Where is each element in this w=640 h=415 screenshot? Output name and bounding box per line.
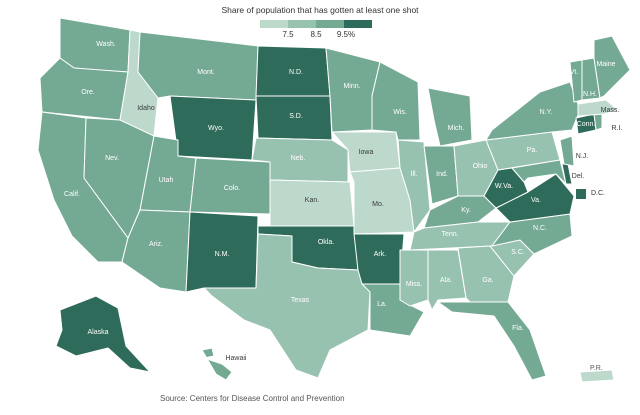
state-ark <box>353 233 405 285</box>
label-la: La. <box>377 301 387 308</box>
label-ri: R.I. <box>612 125 623 132</box>
label-mich: Mich. <box>448 125 465 132</box>
label-miss: Miss. <box>406 281 422 288</box>
label-alaska: Alaska <box>87 329 108 336</box>
source-note: Source: Centers for Disease Control and … <box>160 394 345 403</box>
label-ill: Ill. <box>411 171 418 178</box>
label-nh: N.H. <box>583 91 597 98</box>
label-sd: S.D. <box>289 113 303 120</box>
label-wva: W.Va. <box>495 183 513 190</box>
label-hawaii: Hawaii <box>225 355 246 362</box>
label-ala: Ala. <box>440 277 452 284</box>
label-nc: N.C. <box>533 225 547 232</box>
label-idaho: Idaho <box>137 105 155 112</box>
label-pa: Pa. <box>527 147 538 154</box>
label-fla: Fla. <box>512 325 524 332</box>
state-fla <box>437 301 547 381</box>
label-iowa: Iowa <box>359 149 374 156</box>
label-minn: Minn. <box>343 83 360 90</box>
label-nd: N.D. <box>289 69 303 76</box>
legend-tick-3: 9.5% <box>336 30 356 39</box>
pr-label: P.R. <box>590 365 603 372</box>
legend-swatch-3 <box>316 20 344 28</box>
dc-label: D.C. <box>591 190 605 197</box>
label-del: Del. <box>572 173 585 180</box>
label-nm: N.M. <box>215 251 230 258</box>
label-ky: Ky. <box>461 207 471 214</box>
label-calif: Calif. <box>64 191 80 198</box>
state-alaska <box>55 295 151 373</box>
label-maine: Maine <box>596 61 615 68</box>
label-nev: Nev. <box>105 155 119 162</box>
legend-tick-2: 8.5 <box>310 30 322 39</box>
legend-title: Share of population that has gotten at l… <box>221 5 419 15</box>
label-ind: Ind. <box>436 171 448 178</box>
label-mo: Mo. <box>372 201 384 208</box>
legend-swatch-4 <box>344 20 372 28</box>
state-md <box>511 159 567 185</box>
state-wash <box>59 17 131 73</box>
state-maine <box>593 35 631 99</box>
label-ariz: Ariz. <box>149 241 163 248</box>
state-mont <box>137 31 259 101</box>
state-miss <box>399 249 429 307</box>
legend-tick-1: 7.5 <box>282 30 294 39</box>
label-mass: Mass. <box>601 107 620 114</box>
state-pr <box>579 369 615 383</box>
label-ohio: Ohio <box>473 163 488 170</box>
label-tenn: Tenn. <box>441 231 458 238</box>
label-texas: Texas <box>291 297 310 304</box>
state-hawaii <box>201 347 233 381</box>
dc-swatch <box>576 189 586 199</box>
label-mont: Mont. <box>197 69 215 76</box>
label-ny: N.Y. <box>540 109 553 116</box>
label-neb: Neb. <box>291 155 306 162</box>
label-va: Va. <box>531 197 541 204</box>
state-mass <box>577 99 619 117</box>
label-wash: Wash. <box>96 41 116 48</box>
label-conn: Conn. <box>577 121 596 128</box>
label-wis: Wis. <box>393 109 407 116</box>
label-ark: Ark. <box>374 251 387 258</box>
label-wyo: Wyo. <box>208 125 224 132</box>
state-wis <box>371 61 421 141</box>
state-mich <box>427 87 473 147</box>
state-texas <box>203 233 371 379</box>
label-sc: S.C. <box>511 249 525 256</box>
label-colo: Colo. <box>224 185 240 192</box>
label-vt: Vt. <box>570 69 579 76</box>
state-ny <box>485 81 581 141</box>
label-utah: Utah <box>159 177 174 184</box>
legend-swatch-1 <box>260 20 288 28</box>
legend-swatch-2 <box>288 20 316 28</box>
label-ore: Ore. <box>81 89 95 96</box>
label-nj: N.J. <box>576 153 589 160</box>
label-okla: Okla. <box>318 239 334 246</box>
label-ga: Ga. <box>482 277 493 284</box>
label-kan: Kan. <box>305 197 319 204</box>
state-nj <box>559 135 575 167</box>
